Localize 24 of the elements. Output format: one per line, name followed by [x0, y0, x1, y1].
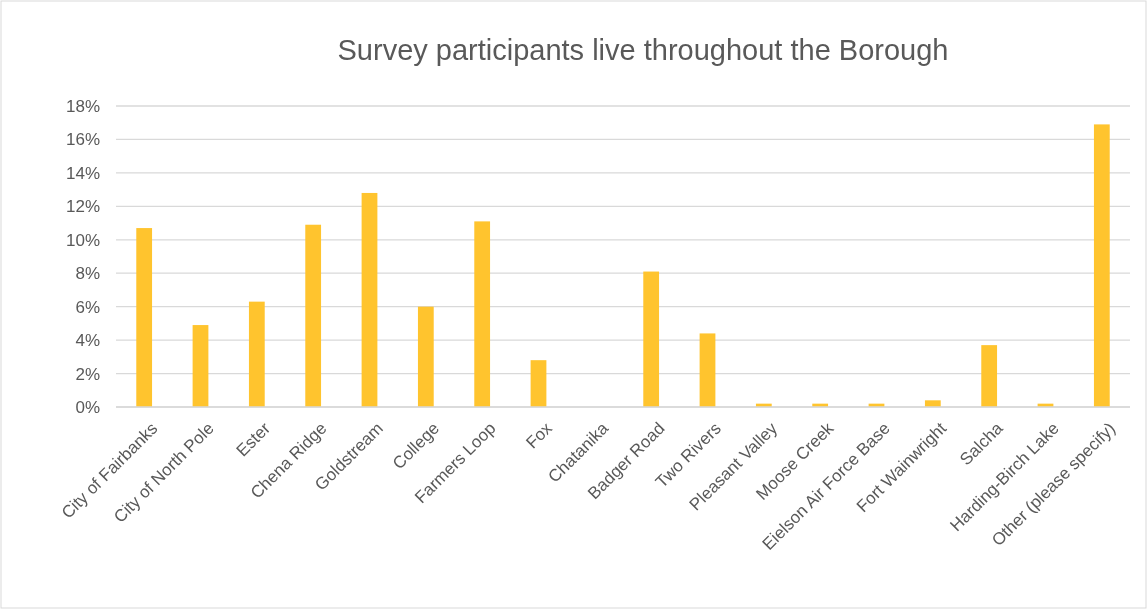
chart-title: Survey participants live throughout the Borough — [337, 34, 949, 66]
y-tick-label: 14% — [65, 163, 100, 183]
bar — [924, 400, 941, 407]
bar — [699, 333, 716, 407]
bar — [417, 306, 434, 407]
bar — [361, 192, 378, 407]
y-tick-label: 12% — [65, 197, 100, 217]
bar — [643, 271, 660, 407]
y-tick-label: 18% — [65, 96, 100, 116]
y-tick-label: 6% — [75, 297, 100, 317]
bar — [474, 221, 491, 407]
bar — [305, 224, 322, 407]
bar — [981, 345, 998, 407]
y-tick-label: 0% — [75, 397, 100, 417]
y-tick-label: 2% — [75, 364, 100, 384]
bar — [248, 301, 265, 407]
y-tick-label: 16% — [65, 130, 100, 150]
bar — [1093, 124, 1110, 407]
y-tick-label: 10% — [65, 230, 100, 250]
y-tick-label: 4% — [75, 331, 100, 351]
bar — [136, 228, 153, 407]
bar — [192, 325, 209, 407]
bar — [530, 360, 547, 407]
y-tick-label: 8% — [75, 264, 100, 284]
